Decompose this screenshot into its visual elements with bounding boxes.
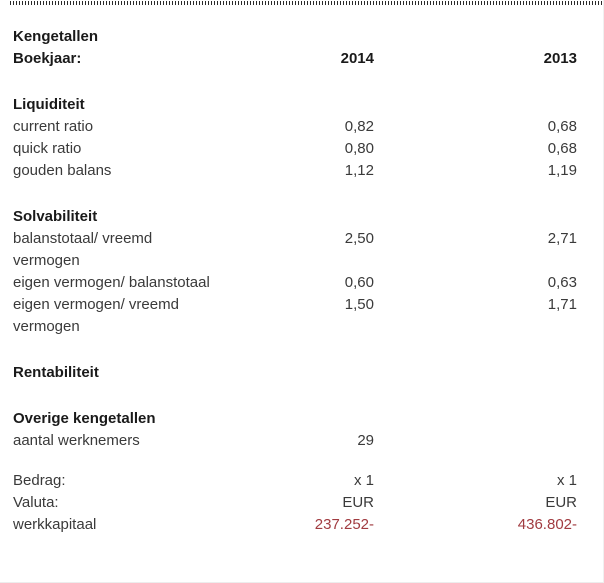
value-2013: 1,71 bbox=[547, 296, 577, 313]
table-row: balanstotaal/ vreemd vermogen 2,50 2,71 bbox=[13, 228, 577, 272]
table-row: aantal werknemers 29 bbox=[13, 430, 577, 452]
year-row-label: Boekjaar: bbox=[13, 50, 82, 67]
value-2013: EUR bbox=[545, 494, 577, 511]
row-label-text: werkkapitaal bbox=[13, 516, 97, 533]
value-2013: 1,19 bbox=[547, 162, 577, 179]
row-label: current ratio bbox=[13, 116, 284, 138]
row-label-text: Valuta: bbox=[13, 494, 59, 511]
value-2014: 2,50 bbox=[344, 230, 374, 247]
table-row: Valuta: EUR EUR bbox=[13, 492, 577, 514]
value-2013: 0,68 bbox=[547, 140, 577, 157]
row-label: gouden balans bbox=[13, 160, 284, 182]
table-row: eigen vermogen/ balanstotaal 0,60 0,63 bbox=[13, 272, 577, 294]
value-2014: 0,82 bbox=[344, 118, 374, 135]
top-dotted-divider bbox=[10, 1, 603, 5]
row-label: werkkapitaal bbox=[13, 514, 284, 536]
section-overige-kengetallen: Overige kengetallen aantal werknemers 29 bbox=[13, 408, 577, 452]
value-2013: 0,68 bbox=[547, 118, 577, 135]
value-2013-negative: 436.802- bbox=[517, 516, 577, 533]
table-row: eigen vermogen/ vreemd vermogen 1,50 1,71 bbox=[13, 294, 577, 338]
table-row: gouden balans 1,12 1,19 bbox=[13, 160, 577, 182]
row-label: Valuta: bbox=[13, 492, 284, 514]
row-label-text: balanstotaal/ vreemd vermogen bbox=[13, 230, 153, 269]
column-header-2014: 2014 bbox=[340, 50, 374, 67]
value-2014: 1,50 bbox=[344, 296, 374, 313]
section-heading: Rentabiliteit bbox=[13, 364, 99, 381]
row-label-text: Bedrag: bbox=[13, 472, 66, 489]
section-heading: Solvabiliteit bbox=[13, 208, 98, 225]
value-2014: EUR bbox=[342, 494, 374, 511]
section-liquiditeit: Liquiditeit current ratio 0,82 0,68 quick ra… bbox=[13, 94, 577, 182]
report-title-row: Kengetallen bbox=[13, 26, 577, 48]
page-title: Kengetallen bbox=[13, 28, 99, 45]
row-label: eigen vermogen/ vreemd vermogen bbox=[13, 294, 284, 338]
row-label-text: eigen vermogen/ balanstotaal bbox=[13, 274, 210, 291]
row-label: quick ratio bbox=[13, 138, 284, 160]
value-2013: x 1 bbox=[556, 472, 577, 489]
row-label-text: quick ratio bbox=[13, 140, 82, 157]
section-rentabiliteit: Rentabiliteit bbox=[13, 362, 577, 384]
table-row: werkkapitaal 237.252- 436.802- bbox=[13, 514, 577, 536]
value-2013: 2,71 bbox=[547, 230, 577, 247]
row-label-text: aantal werknemers bbox=[13, 432, 140, 449]
table-row: current ratio 0,82 0,68 bbox=[13, 116, 577, 138]
report-sections: Liquiditeit current ratio 0,82 0,68 quick ra… bbox=[13, 94, 577, 452]
section-heading: Liquiditeit bbox=[13, 96, 85, 113]
value-2014: 0,60 bbox=[344, 274, 374, 291]
value-2014-negative: 237.252- bbox=[314, 516, 374, 533]
row-label: balanstotaal/ vreemd vermogen bbox=[13, 228, 284, 272]
row-label-text: current ratio bbox=[13, 118, 94, 135]
section-heading: Overige kengetallen bbox=[13, 410, 156, 427]
value-2013: 0,63 bbox=[547, 274, 577, 291]
table-row: Bedrag: x 1 x 1 bbox=[13, 470, 577, 492]
row-label: eigen vermogen/ balanstotaal bbox=[13, 272, 284, 294]
report-footer: Bedrag: x 1 x 1 Valuta: EUR EUR werkkapitaal 23… bbox=[13, 470, 577, 536]
row-label: Bedrag: bbox=[13, 470, 284, 492]
section-solvabiliteit: Solvabiliteit balanstotaal/ vreemd vermog… bbox=[13, 206, 577, 338]
year-header-row: Boekjaar: 2014 2013 bbox=[13, 48, 577, 70]
table-row: quick ratio 0,80 0,68 bbox=[13, 138, 577, 160]
value-2014: 0,80 bbox=[344, 140, 374, 157]
value-2014: 1,12 bbox=[344, 162, 374, 179]
column-header-2013: 2013 bbox=[543, 50, 577, 67]
row-label: aantal werknemers bbox=[13, 430, 284, 452]
row-label-text: gouden balans bbox=[13, 162, 112, 179]
value-2014: 29 bbox=[357, 432, 374, 449]
value-2014: x 1 bbox=[353, 472, 374, 489]
row-label-text: eigen vermogen/ vreemd vermogen bbox=[13, 296, 179, 335]
